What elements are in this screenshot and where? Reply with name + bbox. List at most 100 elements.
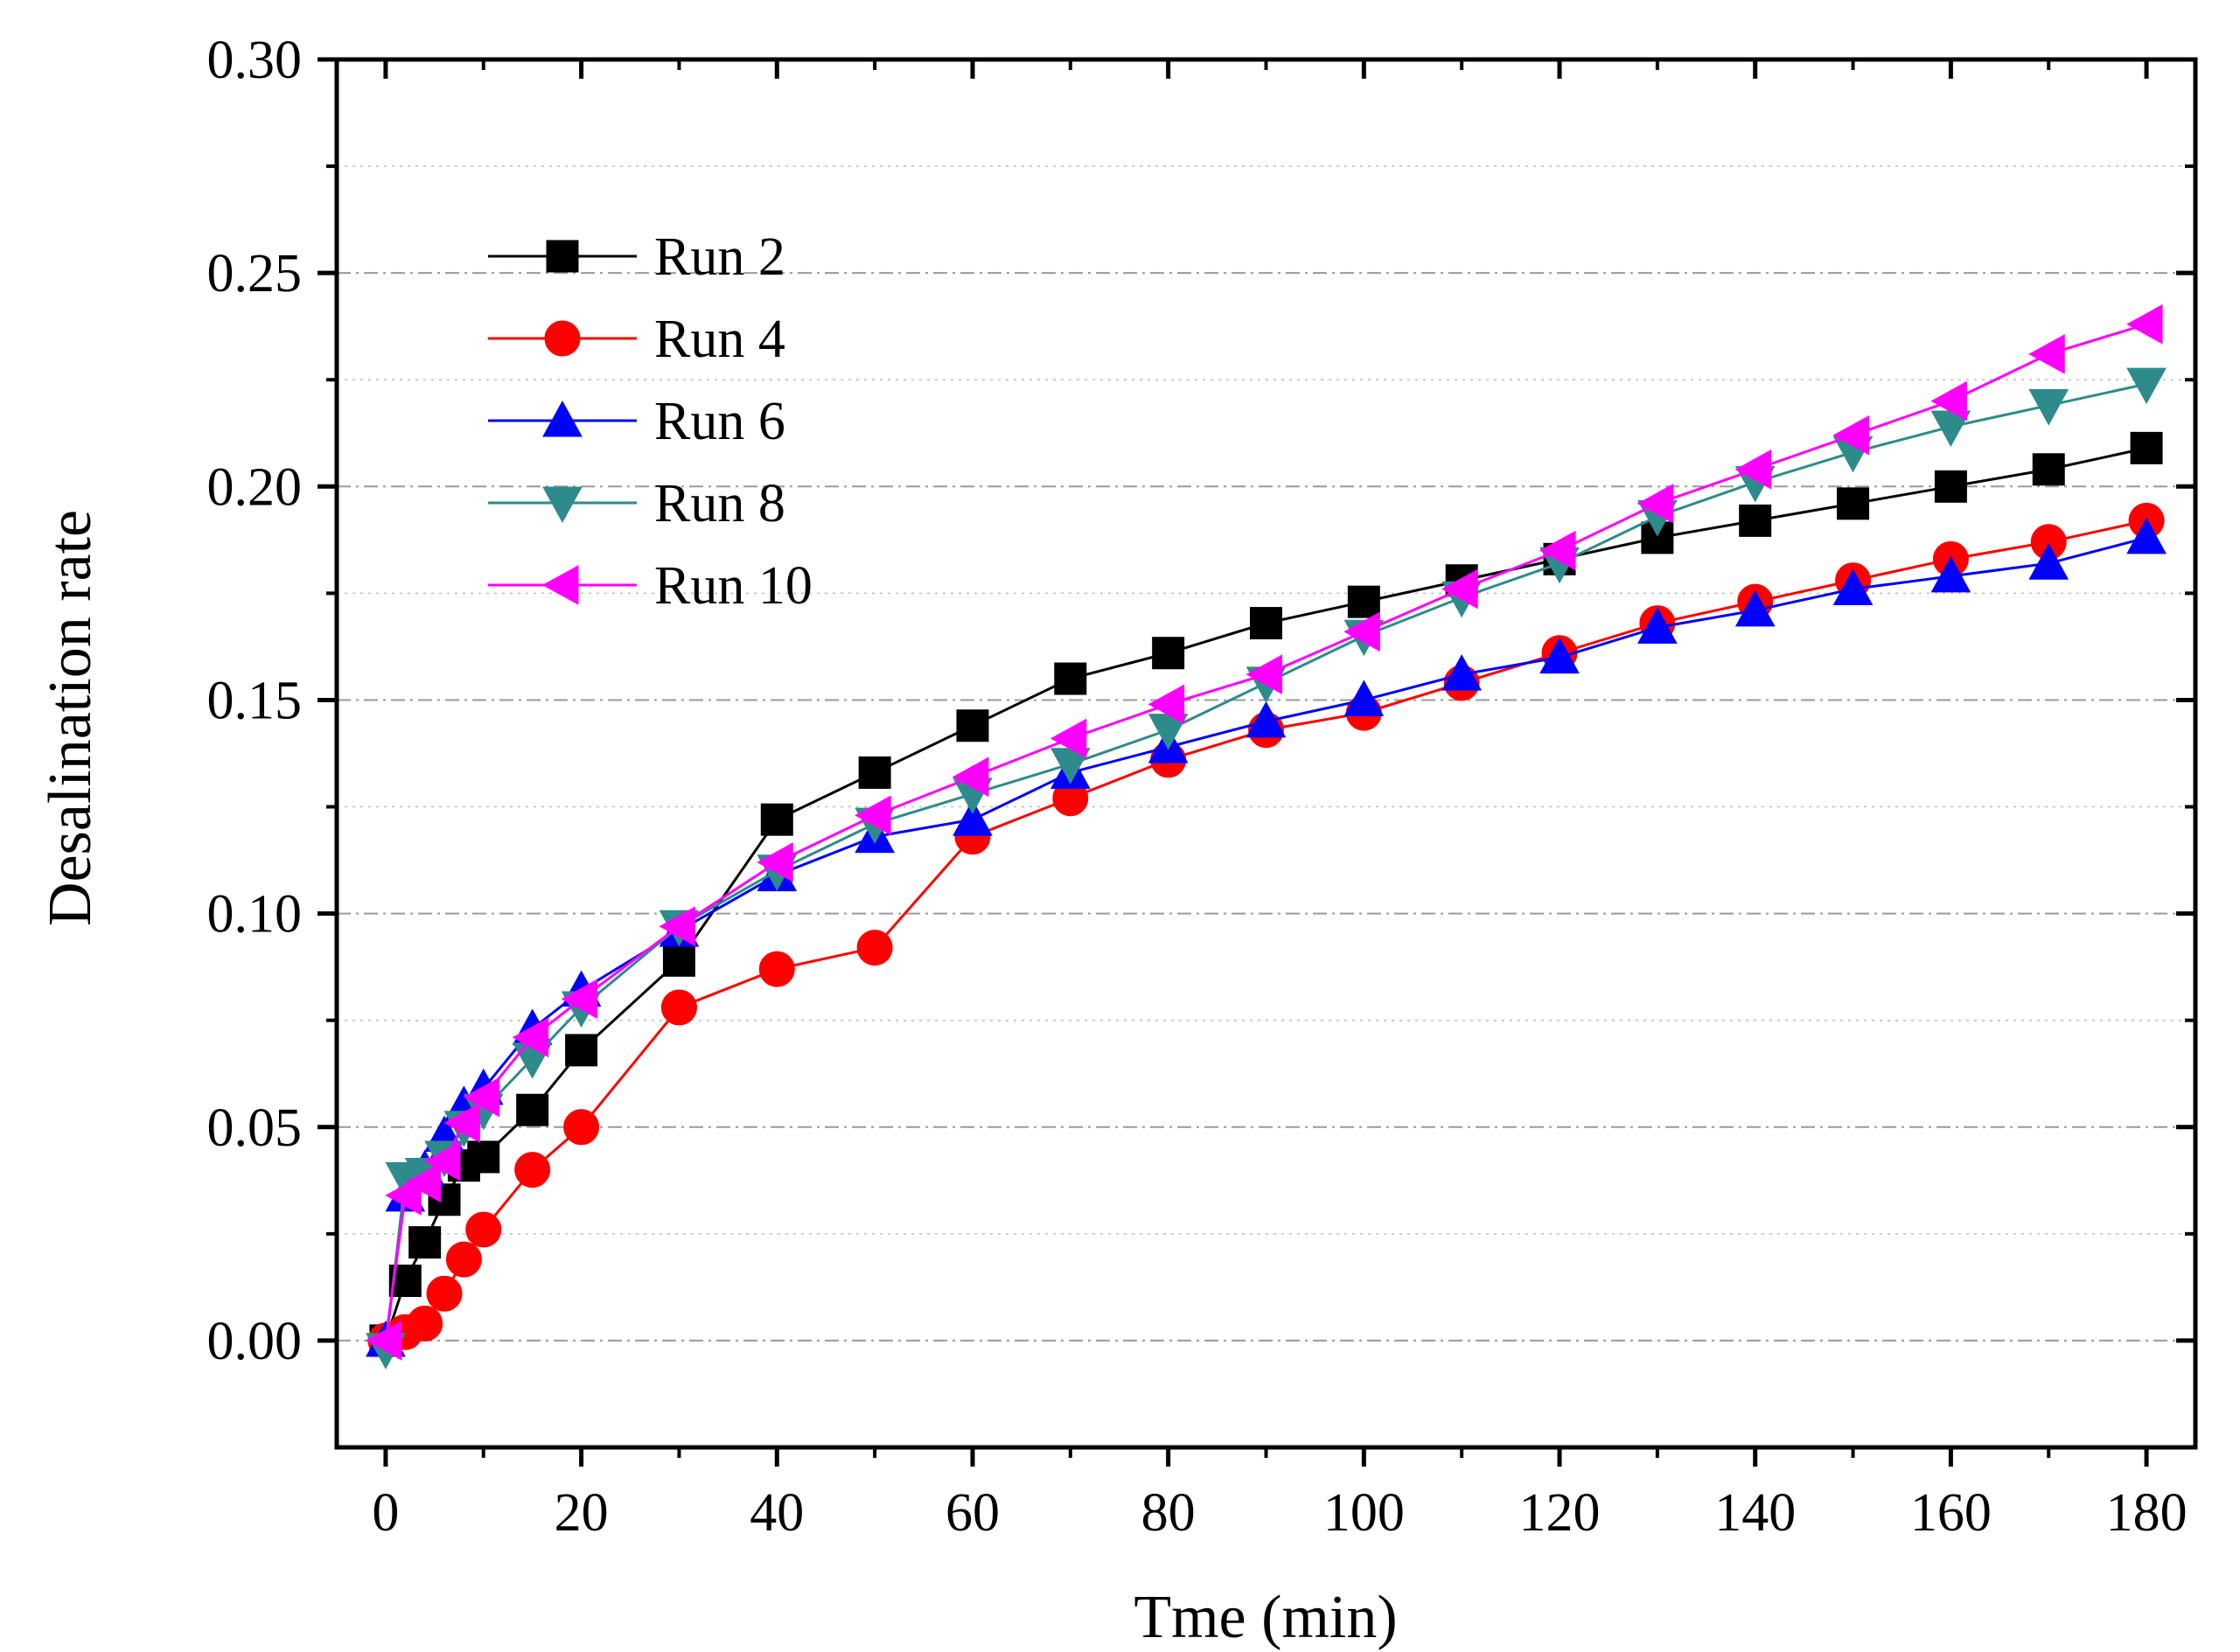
data-point <box>855 795 891 836</box>
data-point <box>1837 487 1870 520</box>
data-point <box>516 1093 549 1126</box>
data-point <box>404 1162 442 1203</box>
data-point <box>662 944 695 977</box>
y-tick-label: 0.05 <box>207 1098 303 1158</box>
data-point <box>953 799 993 836</box>
data-point <box>443 1103 480 1143</box>
legend-item: Run 4 <box>488 310 785 369</box>
data-point <box>758 951 795 987</box>
data-point <box>1930 555 1971 593</box>
data-point <box>1343 611 1380 652</box>
y-tick-label: 0.30 <box>207 31 303 90</box>
data-point <box>2126 367 2167 405</box>
data-point <box>952 756 989 798</box>
data-point <box>2028 389 2069 426</box>
data-point <box>2126 517 2167 554</box>
data-point <box>1832 415 1870 456</box>
data-point <box>1739 504 1772 537</box>
data-point <box>1636 483 1674 524</box>
series-line <box>384 323 2147 1342</box>
data-point <box>660 989 697 1026</box>
data-point <box>1930 380 1967 422</box>
legend-label: Run 4 <box>654 310 785 369</box>
data-point <box>2032 453 2065 486</box>
legend-label: Run 8 <box>654 474 785 533</box>
data-point <box>445 1241 482 1278</box>
data-point <box>1148 684 1185 725</box>
legend-marker <box>544 320 581 357</box>
data-point <box>1539 637 1580 674</box>
data-point <box>1347 585 1380 618</box>
data-point <box>1832 568 1874 606</box>
series-run-10 <box>365 303 2163 1361</box>
data-point <box>2130 431 2163 464</box>
data-point <box>467 1140 500 1174</box>
x-tick-label: 60 <box>946 1483 1000 1543</box>
data-point <box>1246 701 1287 738</box>
data-point <box>1152 637 1185 670</box>
y-tick-label: 0.20 <box>207 457 303 517</box>
legend-marker <box>546 240 579 273</box>
data-point <box>463 1077 500 1118</box>
legend-marker <box>542 400 583 437</box>
plot-frame <box>334 57 2198 1450</box>
legend-marker <box>542 486 583 524</box>
data-point <box>514 1152 551 1188</box>
data-point <box>1050 718 1087 759</box>
legend-item: Run 6 <box>488 392 785 451</box>
x-tick-label: 160 <box>1910 1483 1992 1543</box>
x-tick-label: 40 <box>750 1483 804 1543</box>
data-point <box>659 906 695 947</box>
data-point <box>1734 589 1776 627</box>
data-point <box>512 1017 549 1058</box>
data-point <box>465 1211 502 1248</box>
x-tick-label: 0 <box>372 1483 399 1543</box>
data-point <box>1539 530 1576 571</box>
legend-item: Run 8 <box>488 474 785 533</box>
data-point <box>1250 607 1282 640</box>
data-point <box>2126 303 2163 345</box>
legend-label: Run 10 <box>654 556 813 616</box>
x-tick-label: 100 <box>1323 1483 1405 1543</box>
data-point <box>2028 334 2065 374</box>
data-point <box>1734 449 1772 490</box>
y-tick-label: 0.15 <box>207 671 303 730</box>
data-point <box>423 1140 461 1181</box>
x-tick-label: 180 <box>2106 1483 2188 1543</box>
data-point <box>956 709 989 742</box>
data-point <box>757 842 793 882</box>
series-line <box>384 382 2147 1349</box>
x-tick-label: 20 <box>555 1483 609 1543</box>
y-tick-label: 0.25 <box>207 244 303 303</box>
data-point <box>407 1305 443 1342</box>
data-point <box>1441 654 1483 691</box>
legend: Run 2 Run 4 Run 6 Run 8 Run 10 <box>488 227 813 616</box>
data-point <box>1637 607 1678 644</box>
x-tick-label: 80 <box>1141 1483 1196 1543</box>
data-point <box>365 1321 402 1361</box>
series-run-8 <box>366 367 2167 1370</box>
x-tick-label: 140 <box>1714 1483 1796 1543</box>
series-line <box>385 519 2147 1342</box>
data-point <box>760 803 793 836</box>
series-run-6 <box>366 517 2167 1357</box>
x-axis-title: Tme (min) <box>1134 1584 1397 1651</box>
series-line <box>384 446 2147 1342</box>
data-point <box>2028 543 2069 580</box>
data-point <box>1343 680 1385 716</box>
data-point <box>1441 568 1478 610</box>
data-point <box>1934 470 1967 503</box>
data-point <box>856 930 893 966</box>
series-line <box>384 536 2147 1342</box>
data-point <box>426 1275 463 1312</box>
legend-item: Run 2 <box>488 227 785 287</box>
legend-label: Run 2 <box>654 227 785 287</box>
data-point <box>565 1034 598 1067</box>
data-point <box>1054 662 1087 695</box>
y-tick-label: 0.00 <box>207 1312 303 1371</box>
y-axis-title: Desalination rate <box>37 510 104 926</box>
data-point <box>561 979 598 1020</box>
series-layer <box>365 303 2167 1370</box>
data-point <box>408 1226 442 1259</box>
